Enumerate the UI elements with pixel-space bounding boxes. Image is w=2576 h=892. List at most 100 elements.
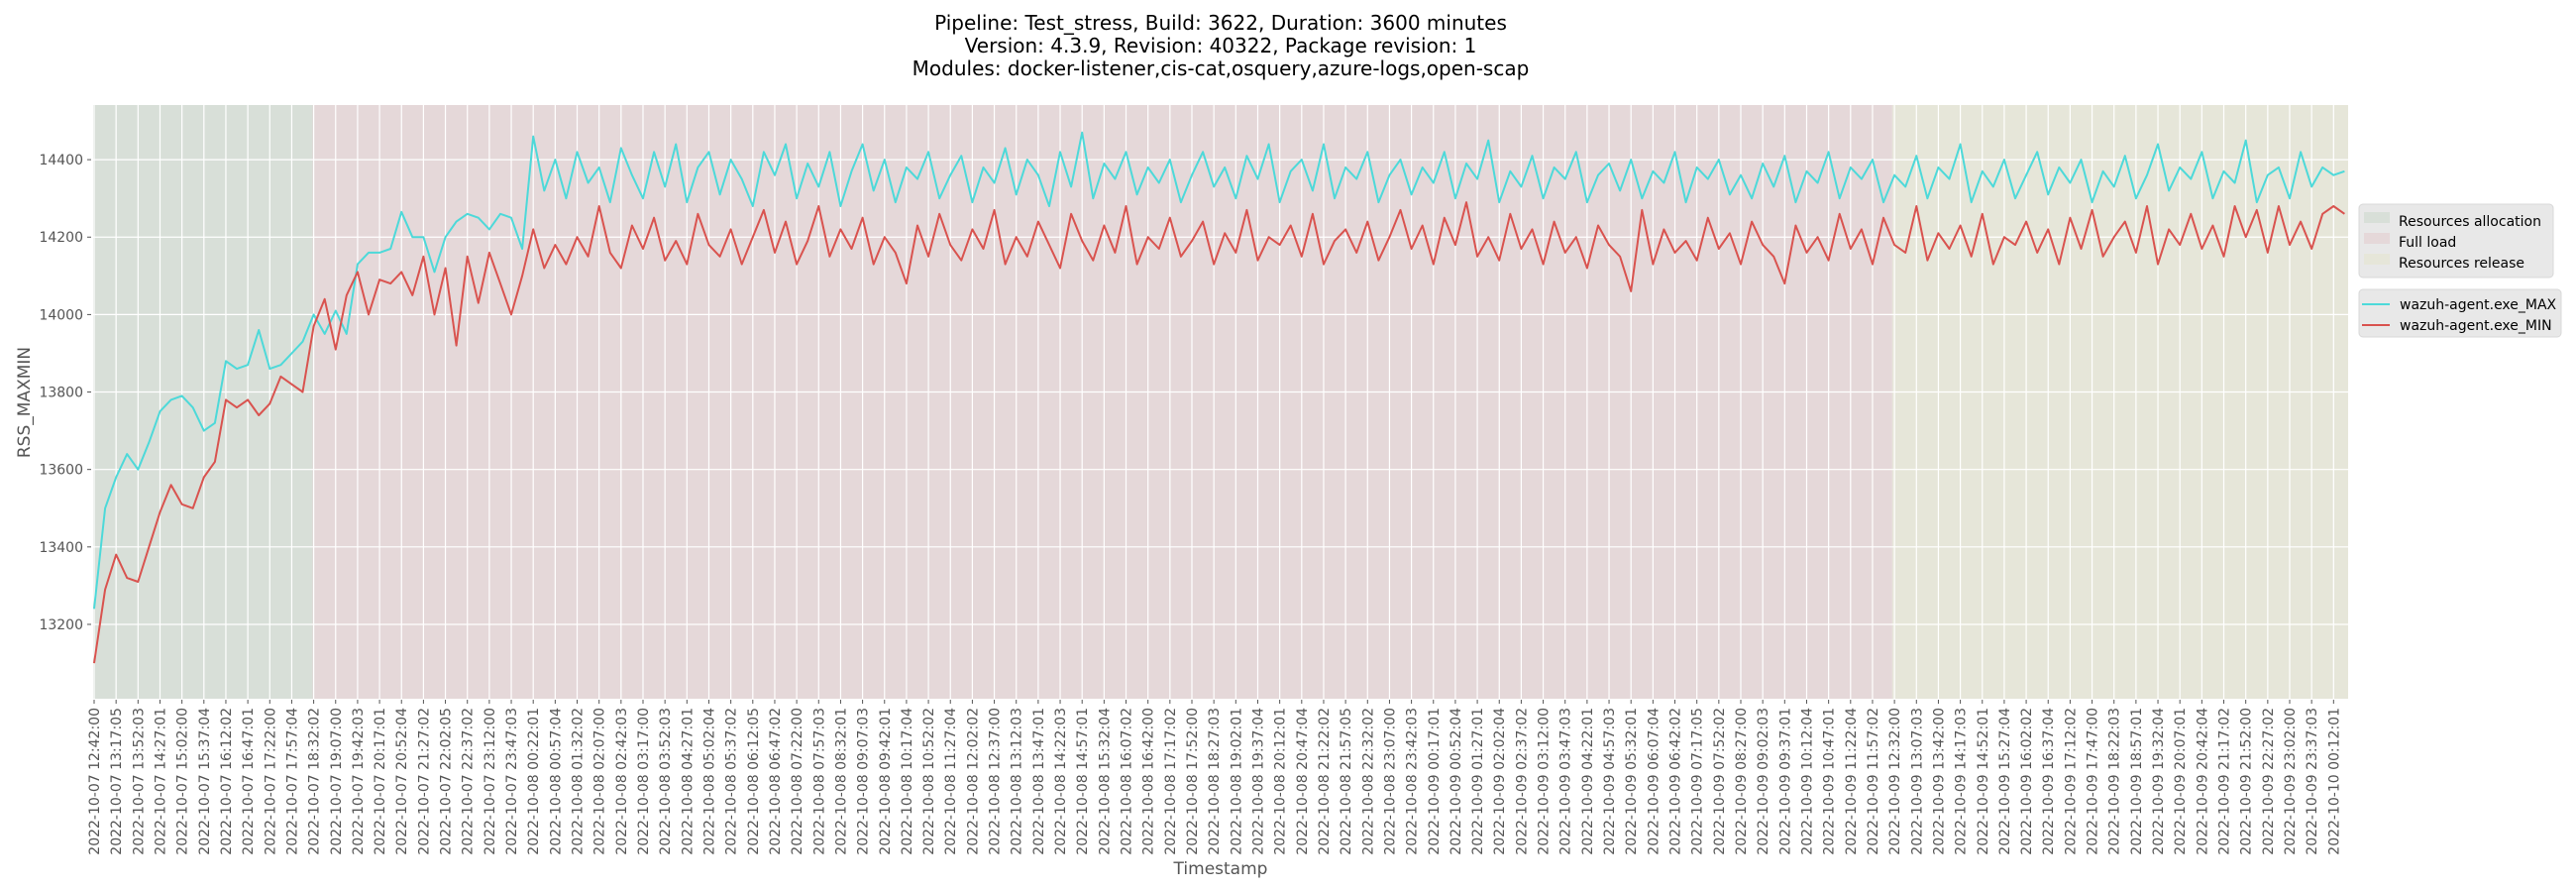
x-tick-label: 2022-10-08 01:32:02: [571, 708, 587, 855]
x-tick-label: 2022-10-07 15:37:04: [197, 708, 213, 855]
x-tick-label: 2022-10-09 19:32:04: [2151, 708, 2167, 855]
x-tick-label: 2022-10-08 02:07:00: [592, 708, 608, 855]
x-tick-label: 2022-10-08 14:57:01: [1075, 708, 1091, 855]
x-tick-label: 2022-10-09 11:22:04: [1844, 708, 1860, 855]
x-tick-label: 2022-10-07 16:47:01: [241, 708, 257, 855]
x-tick-label: 2022-10-09 17:12:02: [2063, 708, 2079, 855]
x-tick-label: 2022-10-07 12:42:00: [87, 708, 103, 855]
x-tick-label: 2022-10-08 03:52:03: [658, 708, 674, 855]
x-tick-label: 2022-10-08 07:57:03: [811, 708, 827, 855]
x-tick-label: 2022-10-09 15:27:04: [1997, 708, 2013, 855]
x-tick-label: 2022-10-08 06:12:05: [746, 708, 762, 855]
x-tick-label: 2022-10-08 03:17:00: [636, 708, 652, 855]
y-tick-label: 13400: [39, 540, 83, 556]
series-line-max: [93, 131, 2345, 610]
x-tick-label: 2022-10-08 23:42:03: [1405, 708, 1421, 855]
chart-title-line-1: Pipeline: Test_stress, Build: 3622, Dura…: [934, 11, 1507, 35]
x-tick-label: 2022-10-08 00:57:04: [548, 708, 564, 855]
legend-label-allocation: Resources allocation: [2399, 214, 2541, 230]
x-tick-label: 2022-10-07 20:17:01: [373, 708, 388, 855]
chart-title-line-2: Version: 4.3.9, Revision: 40322, Package…: [965, 34, 1477, 57]
x-tick-label: 2022-10-09 21:17:02: [2217, 708, 2233, 855]
x-tick-label: 2022-10-08 18:27:03: [1207, 708, 1223, 855]
y-tick-label: 13600: [39, 463, 83, 479]
x-tick-label: 2022-10-09 14:17:03: [1954, 708, 1970, 855]
series-legend: wazuh-agent.exe_MAX wazuh-agent.exe_MIN: [2358, 288, 2562, 338]
x-tick-label: 2022-10-07 17:57:04: [284, 708, 300, 855]
x-tick-label: 2022-10-09 03:12:00: [1537, 708, 1553, 855]
x-tick-label: 2022-10-08 13:12:03: [1010, 708, 1025, 855]
x-tick-label: 2022-10-09 23:02:00: [2283, 708, 2299, 855]
legend-label-min: wazuh-agent.exe_MIN: [2400, 318, 2552, 334]
x-axis-label: Timestamp: [1173, 859, 1268, 879]
x-tick-label: 2022-10-08 10:17:04: [900, 708, 915, 855]
phase-bands: [93, 105, 2348, 699]
x-tick-label: 2022-10-09 05:32:01: [1624, 708, 1640, 855]
x-tick-label: 2022-10-08 02:42:03: [614, 708, 630, 855]
x-tick-label: 2022-10-08 17:52:00: [1185, 708, 1201, 855]
x-tick-label: 2022-10-08 05:37:02: [724, 708, 740, 855]
x-tick-label: 2022-10-09 03:47:03: [1558, 708, 1574, 855]
x-tick-label: 2022-10-09 18:57:01: [2129, 708, 2145, 855]
x-tick-label: 2022-10-09 02:02:04: [1492, 708, 1508, 855]
x-axis-ticks: 2022-10-07 12:42:00 2022-10-07 13:17:05 20…: [87, 700, 2342, 855]
x-tick-label: 2022-10-08 14:22:03: [1053, 708, 1069, 855]
series-lines: [93, 131, 2345, 664]
series-line-min: [93, 201, 2345, 664]
x-tick-label: 2022-10-09 23:37:03: [2305, 708, 2320, 855]
x-tick-label: 2022-10-09 22:27:02: [2261, 708, 2277, 855]
x-tick-label: 2022-10-07 22:02:05: [439, 708, 455, 855]
x-tick-label: 2022-10-08 05:02:04: [701, 708, 717, 855]
x-tick-label: 2022-10-10 00:12:01: [2326, 708, 2342, 855]
x-tick-label: 2022-10-09 09:02:03: [1756, 708, 1771, 855]
x-tick-label: 2022-10-07 20:52:04: [394, 708, 410, 855]
x-tick-label: 2022-10-07 21:27:02: [416, 708, 432, 855]
x-tick-label: 2022-10-09 02:37:02: [1514, 708, 1530, 855]
legend-swatch-full-load: [2364, 233, 2390, 244]
phase-band-resources-release: [1891, 105, 2348, 699]
x-tick-label: 2022-10-09 10:12:04: [1799, 708, 1815, 855]
x-tick-label: 2022-10-07 18:32:02: [307, 708, 323, 855]
x-tick-label: 2022-10-09 12:32:00: [1887, 708, 1903, 855]
x-tick-label: 2022-10-09 18:22:03: [2107, 708, 2123, 855]
x-tick-label: 2022-10-08 07:22:00: [790, 708, 805, 855]
x-tick-label: 2022-10-09 16:37:04: [2041, 708, 2057, 855]
x-tick-label: 2022-10-09 11:57:02: [1866, 708, 1881, 855]
x-tick-label: 2022-10-08 19:37:04: [1250, 708, 1266, 855]
x-tick-label: 2022-10-08 16:42:00: [1141, 708, 1157, 855]
x-tick-label: 2022-10-07 16:12:02: [219, 708, 235, 855]
x-tick-label: 2022-10-09 09:37:01: [1777, 708, 1793, 855]
x-tick-label: 2022-10-07 22:37:02: [461, 708, 477, 855]
y-axis-label: RSS_MAXMIN: [15, 347, 35, 458]
x-tick-label: 2022-10-08 21:57:05: [1339, 708, 1354, 855]
x-tick-label: 2022-10-08 23:07:00: [1382, 708, 1398, 855]
x-tick-label: 2022-10-08 15:32:04: [1097, 708, 1113, 855]
y-tick-label: 14000: [39, 307, 83, 323]
x-tick-label: 2022-10-09 16:02:02: [2019, 708, 2035, 855]
x-tick-label: 2022-10-09 20:07:01: [2173, 708, 2189, 855]
x-tick-label: 2022-10-07 23:12:00: [483, 708, 498, 855]
x-tick-label: 2022-10-08 04:27:01: [680, 708, 696, 855]
x-tick-label: 2022-10-08 17:17:02: [1163, 708, 1179, 855]
x-tick-label: 2022-10-09 07:17:05: [1690, 708, 1706, 855]
chart-title-line-3: Modules: docker-listener,cis-cat,osquery…: [912, 56, 1530, 80]
x-tick-label: 2022-10-08 22:32:02: [1360, 708, 1376, 855]
y-tick-label: 13800: [39, 386, 83, 401]
x-tick-label: 2022-10-08 12:02:02: [965, 708, 981, 855]
x-tick-label: 2022-10-09 14:52:01: [1976, 708, 1991, 855]
x-tick-label: 2022-10-07 13:17:05: [109, 708, 125, 855]
x-tick-label: 2022-10-09 04:57:03: [1602, 708, 1618, 855]
x-tick-label: 2022-10-08 09:07:03: [856, 708, 872, 855]
y-axis-ticks: 13200 13400 13600 13800 14000 14200 14400: [39, 153, 91, 633]
x-tick-label: 2022-10-08 00:22:01: [526, 708, 542, 855]
x-tick-label: 2022-10-08 11:27:04: [943, 708, 959, 855]
x-tick-label: 2022-10-07 17:22:00: [263, 708, 278, 855]
x-tick-label: 2022-10-09 10:47:01: [1822, 708, 1838, 855]
x-tick-label: 2022-10-09 04:22:01: [1580, 708, 1596, 855]
x-tick-label: 2022-10-09 08:27:00: [1734, 708, 1750, 855]
phase-band-resources-allocation: [93, 105, 313, 699]
x-tick-label: 2022-10-08 12:37:00: [988, 708, 1004, 855]
x-tick-label: 2022-10-09 01:27:01: [1470, 708, 1486, 855]
y-tick-label: 14200: [39, 230, 83, 246]
